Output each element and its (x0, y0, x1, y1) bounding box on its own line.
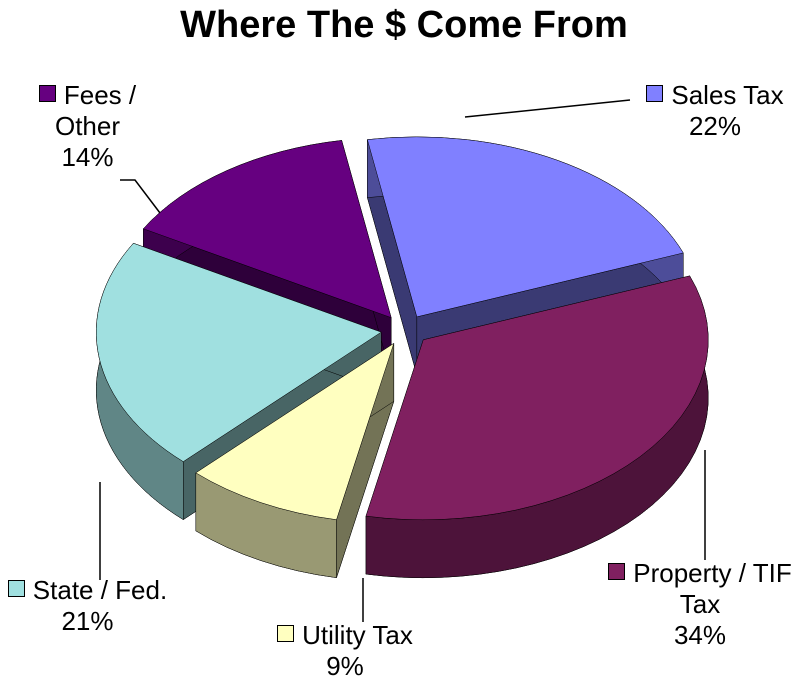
slice (142, 140, 392, 319)
legend-swatch (7, 580, 25, 597)
category-label: Utility Tax (302, 620, 413, 650)
category-label: Fees / Other (54, 80, 137, 141)
category-label: Property / TIF Tax (633, 558, 792, 619)
value-label: 9% (326, 651, 364, 681)
value-label: 22% (688, 111, 742, 141)
data-label: Fees / Other 14% (5, 80, 170, 173)
category-label: State / Fed. (32, 575, 168, 605)
value-label: 34% (673, 620, 727, 650)
data-label: State / Fed. 21% (5, 575, 170, 637)
chart-title: Where The $ Come From (180, 4, 628, 46)
leader-lines (99, 99, 706, 622)
data-label: Property / TIF Tax 34% (600, 558, 800, 651)
category-label: Sales Tax (671, 80, 784, 110)
leader-line (120, 179, 161, 214)
legend-swatch (608, 563, 626, 580)
value-label: 14% (61, 142, 114, 172)
slice (365, 275, 709, 521)
value-label: 21% (61, 606, 114, 636)
data-label: Sales Tax 22% (620, 80, 808, 142)
slice (367, 136, 684, 318)
pie (96, 136, 709, 579)
legend-swatch (277, 625, 295, 642)
data-label: Utility Tax 9% (240, 620, 450, 682)
leader-line (464, 99, 631, 118)
legend-swatch (646, 85, 664, 102)
slice (96, 242, 382, 462)
legend-swatch (38, 85, 56, 102)
slice (195, 342, 395, 520)
